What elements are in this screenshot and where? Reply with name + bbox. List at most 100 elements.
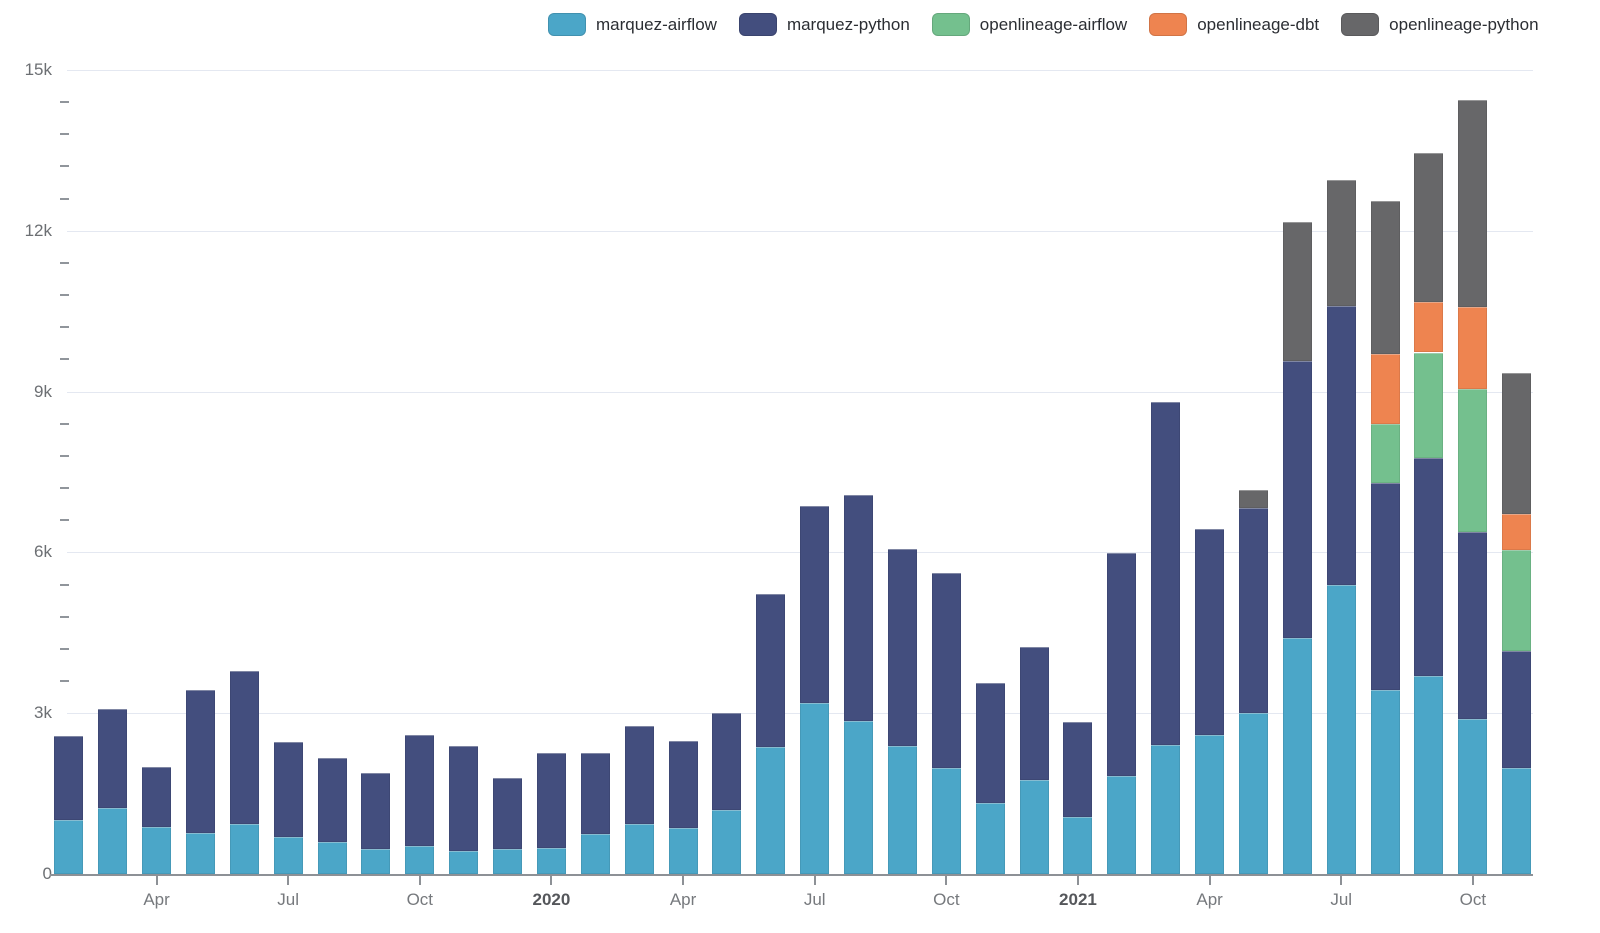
y-axis-label: 12k — [24, 220, 52, 240]
bar-segment-openlineage-airflow-2021-09[interactable] — [1414, 352, 1444, 459]
bar-segment-marquez-python-2020-06[interactable] — [756, 594, 786, 747]
bar-segment-marquez-python-2019-09[interactable] — [361, 772, 391, 850]
bar-segment-marquez-python-2021-07[interactable] — [1326, 305, 1356, 585]
bar-segment-marquez-python-2020-03[interactable] — [624, 726, 654, 824]
bar-segment-marquez-airflow-2020-02[interactable] — [580, 834, 610, 874]
bar-segment-marquez-python-2020-12[interactable] — [1019, 646, 1049, 781]
bar-segment-marquez-python-2021-11[interactable] — [1502, 650, 1532, 769]
bar-segment-marquez-airflow-2021-05[interactable] — [1238, 713, 1268, 874]
legend-item-openlineage-python[interactable]: openlineage-python — [1341, 13, 1539, 36]
bar-segment-marquez-airflow-2021-06[interactable] — [1282, 638, 1312, 874]
bar-segment-marquez-python-2019-11[interactable] — [449, 746, 479, 851]
bar-segment-marquez-python-2020-05[interactable] — [712, 713, 742, 811]
legend-item-marquez-python[interactable]: marquez-python — [738, 13, 910, 36]
bar-segment-openlineage-dbt-2021-11[interactable] — [1502, 514, 1532, 551]
bar-segment-marquez-airflow-2019-07[interactable] — [273, 837, 303, 874]
bar-segment-openlineage-python-2021-06[interactable] — [1282, 221, 1312, 362]
bar-segment-marquez-airflow-2021-01[interactable] — [1063, 817, 1093, 874]
bar-segment-marquez-python-2019-10[interactable] — [405, 735, 435, 847]
bar-segment-marquez-python-2019-03[interactable] — [98, 708, 128, 808]
bar-segment-marquez-airflow-2020-01[interactable] — [536, 847, 566, 874]
bar-segment-marquez-airflow-2020-06[interactable] — [756, 746, 786, 874]
bar-segment-marquez-airflow-2019-10[interactable] — [405, 846, 435, 874]
x-axis-line — [50, 874, 1533, 876]
bar-segment-marquez-airflow-2020-05[interactable] — [712, 810, 742, 874]
bar-segment-marquez-python-2019-07[interactable] — [273, 742, 303, 838]
bar-segment-marquez-airflow-2020-12[interactable] — [1019, 780, 1049, 874]
y-axis-minor-tick — [60, 647, 69, 650]
bar-segment-marquez-airflow-2019-11[interactable] — [449, 850, 479, 874]
bar-segment-marquez-python-2019-05[interactable] — [185, 689, 215, 833]
y-axis-minor-tick — [60, 615, 69, 618]
bar-segment-marquez-python-2019-04[interactable] — [142, 767, 172, 828]
bar-segment-marquez-airflow-2020-03[interactable] — [624, 823, 654, 874]
bar-segment-marquez-python-2020-08[interactable] — [844, 495, 874, 721]
bar-segment-marquez-airflow-2020-10[interactable] — [931, 767, 961, 874]
bar-segment-marquez-airflow-2021-02[interactable] — [1107, 776, 1137, 874]
bar-segment-marquez-airflow-2020-04[interactable] — [668, 827, 698, 874]
bar-segment-marquez-airflow-2021-07[interactable] — [1326, 584, 1356, 874]
bar-segment-marquez-python-2020-10[interactable] — [931, 572, 961, 768]
bar-segment-marquez-python-2020-11[interactable] — [975, 683, 1005, 803]
legend-label: openlineage-python — [1389, 15, 1539, 34]
bar-segment-marquez-airflow-2019-06[interactable] — [229, 823, 259, 874]
gridline-6k — [67, 552, 1533, 554]
bar-segment-openlineage-airflow-2021-08[interactable] — [1370, 423, 1400, 484]
bar-segment-marquez-airflow-2019-09[interactable] — [361, 849, 391, 874]
bar-segment-marquez-python-2020-04[interactable] — [668, 740, 698, 828]
bar-segment-openlineage-airflow-2021-11[interactable] — [1502, 550, 1532, 651]
bar-segment-marquez-airflow-2019-02[interactable] — [54, 820, 84, 874]
bar-segment-marquez-airflow-2021-08[interactable] — [1370, 689, 1400, 874]
legend-item-openlineage-dbt[interactable]: openlineage-dbt — [1149, 13, 1319, 36]
bar-segment-openlineage-airflow-2021-10[interactable] — [1458, 389, 1488, 532]
bar-segment-marquez-python-2019-06[interactable] — [229, 671, 259, 824]
y-axis-label: 6k — [34, 542, 52, 562]
bar-segment-marquez-airflow-2019-08[interactable] — [317, 842, 347, 874]
x-axis-label: Jul — [1330, 890, 1353, 909]
openlineage-python-swatch-icon — [1341, 13, 1380, 36]
bar-segment-marquez-python-2021-02[interactable] — [1107, 553, 1137, 777]
bar-segment-marquez-python-2021-03[interactable] — [1151, 402, 1181, 745]
bar-segment-openlineage-dbt-2021-09[interactable] — [1414, 301, 1444, 353]
bar-segment-marquez-python-2021-09[interactable] — [1414, 458, 1444, 677]
bar-segment-marquez-python-2021-04[interactable] — [1195, 528, 1225, 735]
bar-segment-openlineage-python-2021-11[interactable] — [1502, 373, 1532, 515]
bar-segment-marquez-python-2021-05[interactable] — [1238, 508, 1268, 714]
bar-segment-marquez-airflow-2020-09[interactable] — [887, 745, 917, 874]
bar-segment-marquez-airflow-2021-10[interactable] — [1458, 718, 1488, 874]
bar-segment-openlineage-dbt-2021-08[interactable] — [1370, 353, 1400, 424]
legend-item-openlineage-airflow[interactable]: openlineage-airflow — [931, 13, 1127, 36]
bar-segment-marquez-airflow-2020-08[interactable] — [844, 720, 874, 874]
bar-segment-marquez-python-2021-06[interactable] — [1282, 361, 1312, 639]
bar-segment-marquez-airflow-2021-09[interactable] — [1414, 676, 1444, 874]
bar-segment-marquez-airflow-2021-03[interactable] — [1151, 744, 1181, 874]
bar-segment-marquez-airflow-2021-11[interactable] — [1502, 768, 1532, 874]
bar-segment-openlineage-python-2021-05[interactable] — [1238, 490, 1268, 509]
bar-segment-marquez-python-2019-02[interactable] — [54, 736, 84, 821]
bar-segment-marquez-airflow-2021-04[interactable] — [1195, 734, 1225, 874]
bar-segment-openlineage-dbt-2021-10[interactable] — [1458, 307, 1488, 390]
y-axis-minor-tick — [60, 326, 69, 329]
bar-segment-marquez-python-2020-07[interactable] — [800, 506, 830, 704]
bar-segment-openlineage-python-2021-09[interactable] — [1414, 153, 1444, 302]
bar-segment-marquez-airflow-2019-05[interactable] — [185, 832, 215, 874]
bar-segment-marquez-python-2020-02[interactable] — [580, 752, 610, 835]
gridline-9k — [67, 391, 1533, 393]
bar-segment-marquez-airflow-2020-07[interactable] — [800, 703, 830, 874]
bar-segment-marquez-python-2021-08[interactable] — [1370, 483, 1400, 690]
bar-segment-marquez-python-2021-01[interactable] — [1063, 721, 1093, 818]
bar-segment-marquez-python-2020-01[interactable] — [536, 753, 566, 848]
bar-segment-marquez-python-2019-12[interactable] — [493, 778, 523, 849]
bar-segment-marquez-airflow-2019-12[interactable] — [493, 848, 523, 874]
legend-item-marquez-airflow[interactable]: marquez-airflow — [548, 13, 717, 36]
bar-segment-marquez-python-2021-10[interactable] — [1458, 531, 1488, 719]
bar-segment-marquez-python-2019-08[interactable] — [317, 758, 347, 843]
bar-segment-openlineage-python-2021-07[interactable] — [1326, 179, 1356, 306]
bar-segment-marquez-python-2020-09[interactable] — [887, 549, 917, 746]
bar-segment-marquez-airflow-2020-11[interactable] — [975, 802, 1005, 874]
bar-segment-marquez-airflow-2019-04[interactable] — [142, 827, 172, 874]
bar-segment-openlineage-python-2021-08[interactable] — [1370, 200, 1400, 354]
bar-segment-openlineage-python-2021-10[interactable] — [1458, 100, 1488, 308]
bar-segment-marquez-airflow-2019-03[interactable] — [98, 807, 128, 874]
